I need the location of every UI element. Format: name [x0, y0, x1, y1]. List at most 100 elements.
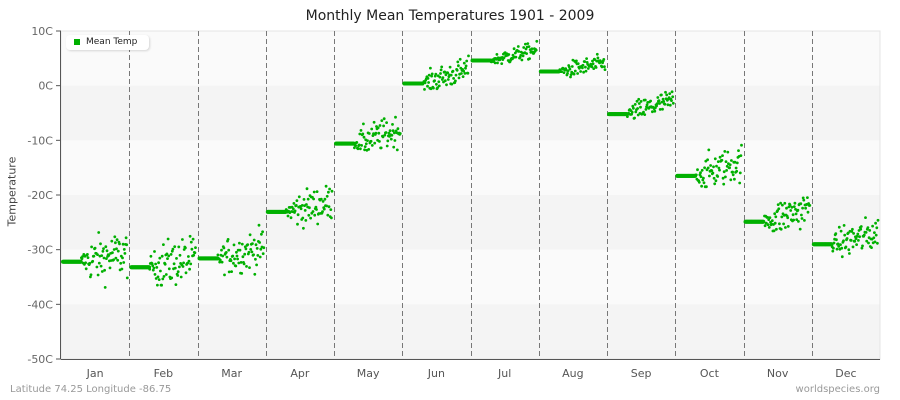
data-point [374, 131, 378, 135]
data-point [101, 249, 105, 253]
data-point [790, 205, 794, 209]
data-point [668, 103, 672, 107]
data-point [170, 249, 174, 253]
data-point [227, 270, 231, 274]
data-point [237, 261, 241, 265]
data-point [655, 104, 658, 108]
data-point [124, 236, 128, 240]
data-point [316, 222, 320, 226]
data-point [423, 88, 426, 91]
data-point [861, 244, 864, 248]
data-point [103, 268, 106, 272]
data-point [184, 246, 187, 250]
data-point [721, 154, 724, 158]
data-point [243, 252, 247, 256]
data-point [500, 62, 504, 65]
data-point [784, 226, 787, 229]
data-point [162, 243, 165, 247]
data-point [113, 235, 117, 239]
data-point [665, 93, 669, 97]
data-point [466, 71, 470, 75]
data-point [377, 131, 381, 135]
data-point [495, 53, 499, 56]
data-point [356, 147, 360, 151]
data-point [837, 225, 841, 229]
data-point [791, 213, 795, 217]
data-point [666, 103, 670, 107]
data-point [291, 207, 295, 211]
data-point [452, 77, 455, 80]
data-point [188, 234, 192, 238]
data-point [394, 115, 397, 119]
data-point [330, 189, 334, 193]
data-point [794, 212, 798, 216]
data-point [739, 154, 743, 158]
data-point [631, 104, 635, 108]
data-point [369, 139, 373, 143]
data-point [448, 65, 452, 69]
data-point [856, 232, 860, 236]
data-point [305, 187, 309, 191]
data-point [151, 268, 155, 272]
data-point [97, 231, 101, 234]
data-point [860, 246, 864, 250]
data-point [713, 182, 717, 186]
data-point [389, 137, 393, 141]
data-point [724, 160, 728, 164]
data-point [862, 233, 866, 237]
data-point [231, 254, 235, 258]
data-point [766, 223, 770, 227]
data-point [514, 55, 518, 59]
data-point [80, 257, 84, 260]
data-point [839, 229, 843, 233]
data-point [671, 101, 675, 105]
data-point [832, 241, 836, 245]
data-point [123, 252, 127, 255]
data-point [165, 252, 169, 256]
data-point [639, 105, 642, 109]
data-point [258, 241, 261, 244]
data-point [175, 257, 178, 260]
data-point [776, 203, 780, 207]
data-point [391, 123, 394, 126]
coordinates-text: Latitude 74.25 Longitude -86.75 [10, 384, 172, 395]
y-tick-label: -30C [27, 244, 53, 257]
data-point [102, 247, 105, 251]
data-point [738, 171, 742, 175]
data-point [361, 132, 365, 136]
data-point [218, 258, 222, 262]
data-point [194, 246, 197, 250]
data-point [382, 124, 385, 128]
data-point [713, 157, 717, 161]
data-point [731, 173, 735, 177]
data-point [426, 84, 429, 88]
y-tick-label: 10C [31, 25, 53, 38]
data-point [859, 225, 863, 228]
data-point [802, 198, 806, 202]
data-point [522, 46, 526, 49]
data-point [808, 204, 812, 207]
data-point [327, 205, 331, 209]
data-point [794, 207, 797, 211]
data-point [730, 159, 733, 162]
data-point [855, 243, 858, 247]
data-point [240, 242, 244, 246]
data-point [367, 132, 371, 135]
data-point [645, 103, 649, 107]
data-point [303, 209, 307, 212]
data-point [105, 257, 108, 260]
data-point [657, 99, 661, 102]
data-point [105, 249, 109, 253]
data-point [327, 190, 330, 194]
data-point [786, 225, 790, 228]
data-point [591, 62, 595, 66]
data-point [322, 207, 326, 211]
data-point [188, 267, 192, 271]
data-point [151, 264, 155, 268]
data-point [465, 59, 469, 63]
x-tick-label: Feb [154, 367, 173, 380]
data-point [716, 160, 720, 164]
data-point [376, 126, 380, 130]
source-link[interactable]: worldspecies.org [795, 384, 880, 395]
data-point [239, 261, 243, 264]
